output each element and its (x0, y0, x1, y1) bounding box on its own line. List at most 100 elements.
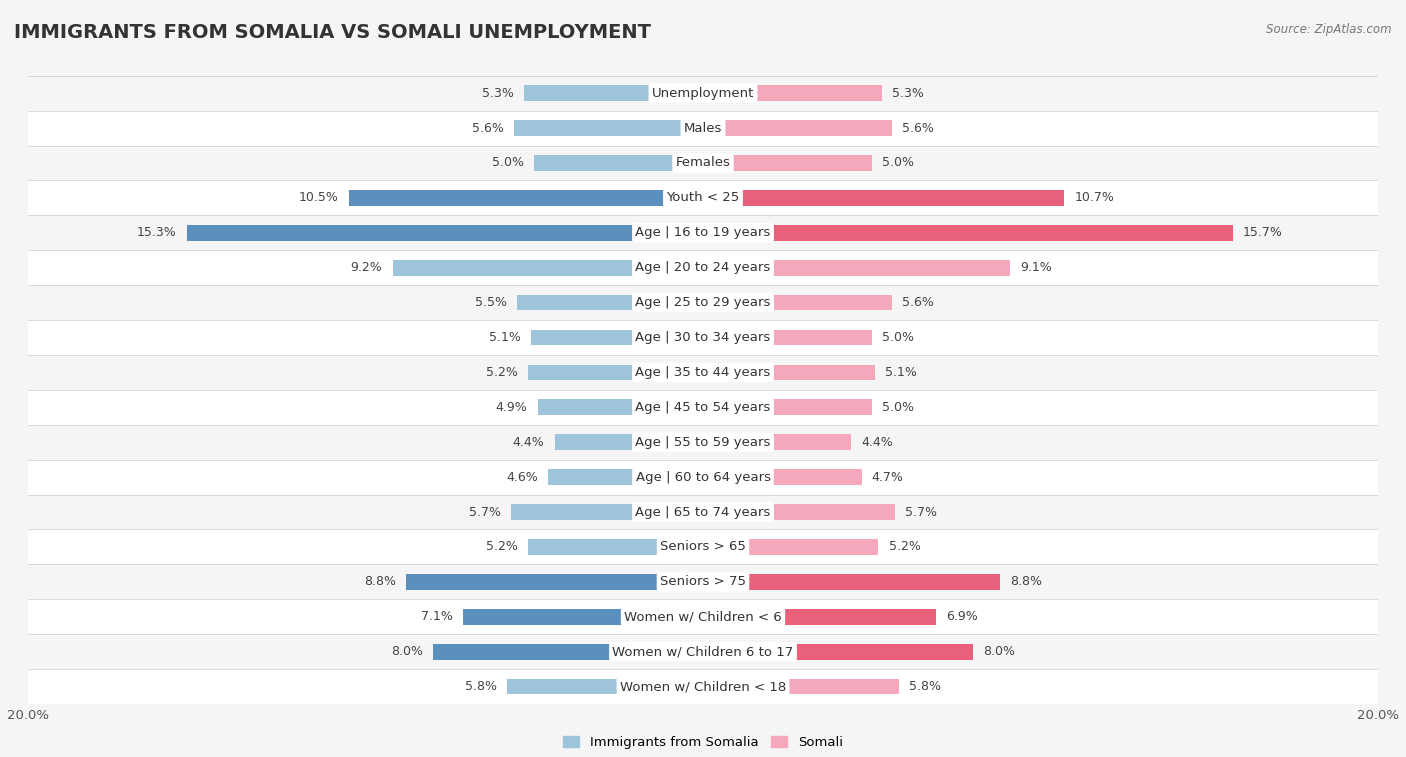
Text: 10.7%: 10.7% (1074, 192, 1114, 204)
Bar (28, 320, 1378, 355)
Text: Age | 20 to 24 years: Age | 20 to 24 years (636, 261, 770, 274)
Text: 8.0%: 8.0% (983, 645, 1015, 658)
Bar (527, 365, 703, 380)
Text: Women w/ Children < 6: Women w/ Children < 6 (624, 610, 782, 623)
Text: 8.8%: 8.8% (1010, 575, 1042, 588)
Bar (406, 574, 703, 590)
Text: Age | 55 to 59 years: Age | 55 to 59 years (636, 436, 770, 449)
Bar (703, 643, 973, 659)
Text: 5.0%: 5.0% (882, 331, 914, 344)
Text: Seniors > 75: Seniors > 75 (659, 575, 747, 588)
Text: 9.1%: 9.1% (1021, 261, 1052, 274)
Text: 8.0%: 8.0% (391, 645, 423, 658)
Bar (703, 539, 879, 555)
Bar (703, 469, 862, 485)
Text: Age | 30 to 34 years: Age | 30 to 34 years (636, 331, 770, 344)
Text: 5.0%: 5.0% (492, 157, 524, 170)
Bar (28, 565, 1378, 600)
Text: 5.3%: 5.3% (482, 86, 515, 100)
Bar (554, 435, 703, 450)
Bar (28, 459, 1378, 494)
Text: Age | 65 to 74 years: Age | 65 to 74 years (636, 506, 770, 519)
Text: 5.3%: 5.3% (891, 86, 924, 100)
Text: 15.3%: 15.3% (136, 226, 177, 239)
Bar (28, 600, 1378, 634)
Bar (28, 285, 1378, 320)
Text: 5.0%: 5.0% (882, 157, 914, 170)
Bar (433, 643, 703, 659)
Bar (28, 76, 1378, 111)
Bar (28, 494, 1378, 529)
Text: IMMIGRANTS FROM SOMALIA VS SOMALI UNEMPLOYMENT: IMMIGRANTS FROM SOMALIA VS SOMALI UNEMPL… (14, 23, 651, 42)
Bar (703, 329, 872, 345)
Text: 4.9%: 4.9% (496, 400, 527, 414)
Bar (508, 679, 703, 694)
Bar (703, 120, 891, 136)
Text: 5.2%: 5.2% (485, 540, 517, 553)
Bar (703, 294, 891, 310)
Bar (703, 679, 898, 694)
Bar (28, 390, 1378, 425)
Bar (534, 155, 703, 171)
Text: 4.6%: 4.6% (506, 471, 537, 484)
Bar (515, 120, 703, 136)
Text: Age | 45 to 54 years: Age | 45 to 54 years (636, 400, 770, 414)
Text: Age | 16 to 19 years: Age | 16 to 19 years (636, 226, 770, 239)
Bar (537, 400, 703, 415)
Text: Women w/ Children < 18: Women w/ Children < 18 (620, 680, 786, 693)
Bar (28, 215, 1378, 251)
Legend: Immigrants from Somalia, Somali: Immigrants from Somalia, Somali (558, 731, 848, 754)
Text: 8.8%: 8.8% (364, 575, 396, 588)
Text: Women w/ Children 6 to 17: Women w/ Children 6 to 17 (613, 645, 793, 658)
Text: 5.7%: 5.7% (905, 506, 938, 519)
Bar (28, 111, 1378, 145)
Text: Females: Females (675, 157, 731, 170)
Bar (703, 86, 882, 101)
Text: Age | 60 to 64 years: Age | 60 to 64 years (636, 471, 770, 484)
Text: 5.6%: 5.6% (903, 122, 934, 135)
Bar (703, 190, 1064, 206)
Text: 6.9%: 6.9% (946, 610, 977, 623)
Text: 5.5%: 5.5% (475, 296, 508, 309)
Bar (703, 225, 1233, 241)
Text: 10.5%: 10.5% (298, 192, 339, 204)
Text: 5.8%: 5.8% (465, 680, 498, 693)
Text: 5.7%: 5.7% (468, 506, 501, 519)
Bar (28, 529, 1378, 565)
Bar (28, 180, 1378, 215)
Bar (703, 155, 872, 171)
Bar (28, 145, 1378, 180)
Text: Youth < 25: Youth < 25 (666, 192, 740, 204)
Text: 5.2%: 5.2% (485, 366, 517, 379)
Text: Source: ZipAtlas.com: Source: ZipAtlas.com (1267, 23, 1392, 36)
Text: Males: Males (683, 122, 723, 135)
Bar (28, 425, 1378, 459)
Bar (464, 609, 703, 625)
Bar (703, 435, 852, 450)
Text: Seniors > 65: Seniors > 65 (659, 540, 747, 553)
Bar (703, 260, 1010, 276)
Text: 5.0%: 5.0% (882, 400, 914, 414)
Text: 15.7%: 15.7% (1243, 226, 1282, 239)
Bar (28, 634, 1378, 669)
Bar (510, 504, 703, 520)
Bar (703, 574, 1000, 590)
Text: 9.2%: 9.2% (350, 261, 382, 274)
Bar (548, 469, 703, 485)
Text: 4.4%: 4.4% (862, 436, 893, 449)
Bar (349, 190, 703, 206)
Text: 7.1%: 7.1% (422, 610, 453, 623)
Text: 5.2%: 5.2% (889, 540, 921, 553)
Text: Age | 35 to 44 years: Age | 35 to 44 years (636, 366, 770, 379)
Text: 5.8%: 5.8% (908, 680, 941, 693)
Text: 5.6%: 5.6% (472, 122, 503, 135)
Bar (527, 539, 703, 555)
Text: 5.6%: 5.6% (903, 296, 934, 309)
Bar (28, 669, 1378, 704)
Bar (531, 329, 703, 345)
Bar (703, 400, 872, 415)
Bar (392, 260, 703, 276)
Bar (703, 365, 875, 380)
Bar (524, 86, 703, 101)
Bar (703, 504, 896, 520)
